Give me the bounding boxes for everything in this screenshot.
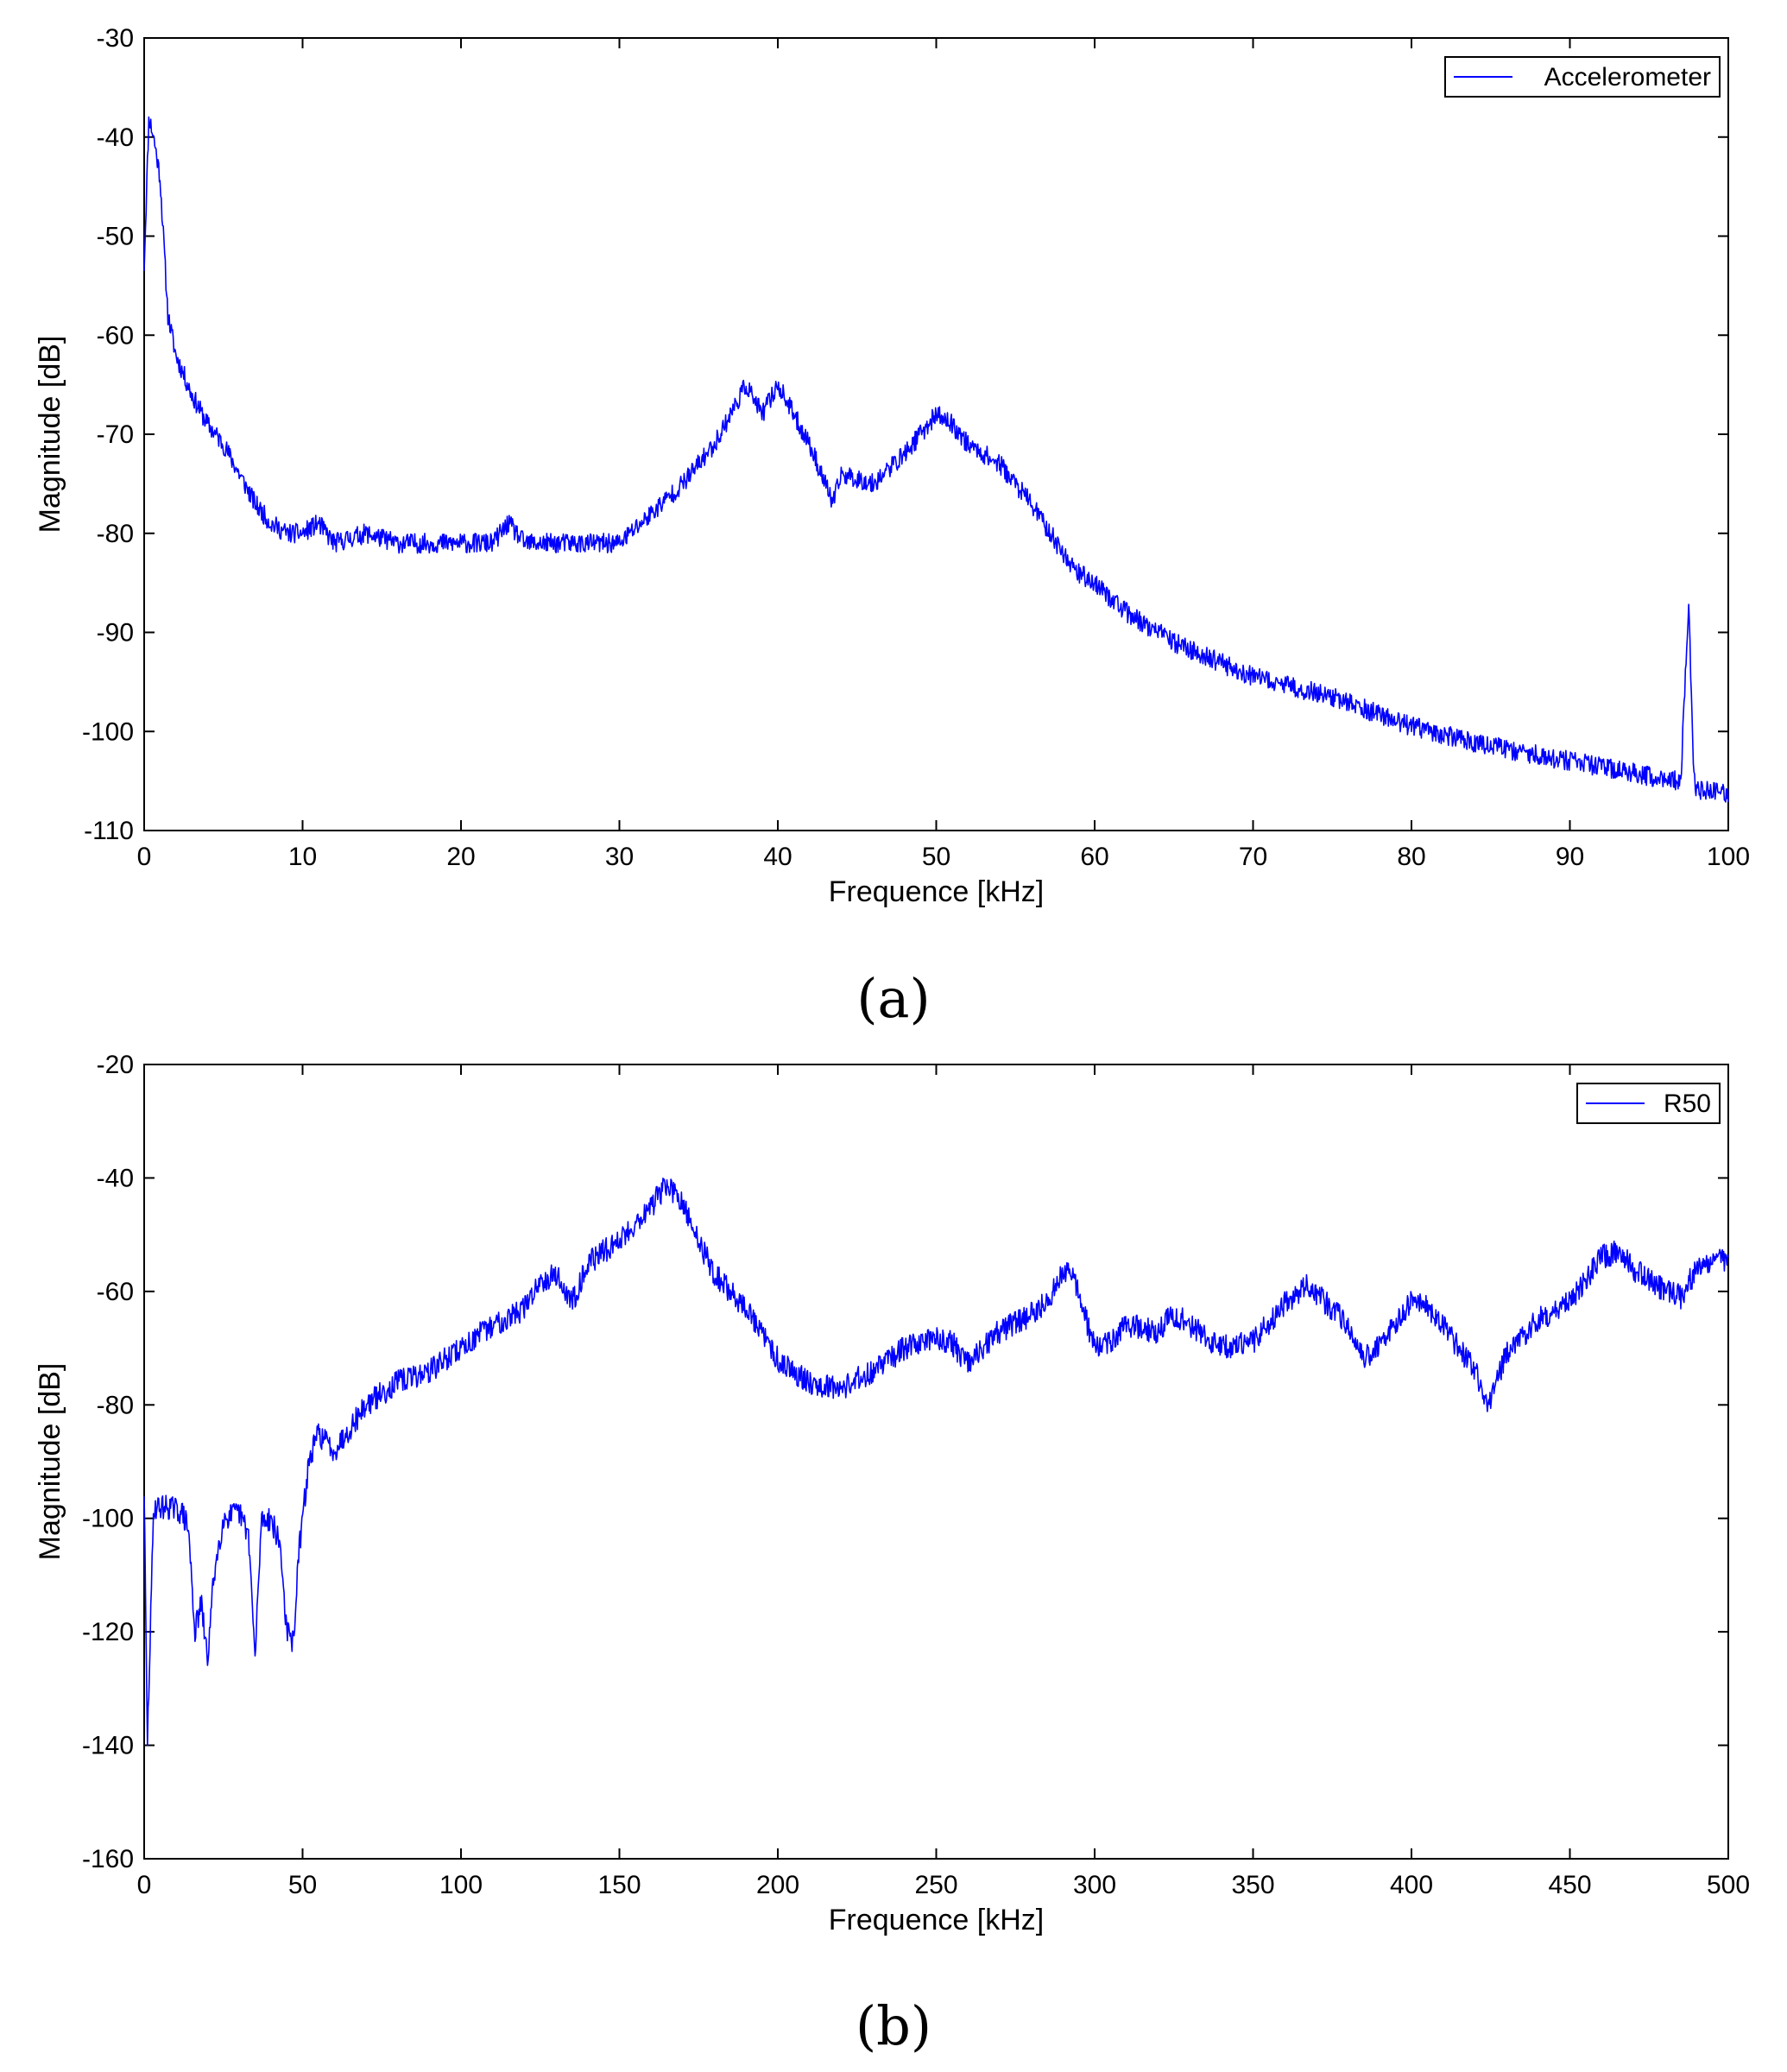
y-tick-label: -110 xyxy=(84,817,134,845)
legend: Accelerometer xyxy=(1444,56,1721,98)
y-tick-label: -20 xyxy=(97,1051,134,1079)
x-tick-label: 250 xyxy=(914,1871,957,1899)
x-tick-label: 50 xyxy=(288,1871,317,1899)
x-tick-label: 100 xyxy=(439,1871,483,1899)
y-tick-label: -30 xyxy=(97,24,134,53)
y-tick-label: -140 xyxy=(82,1732,134,1760)
panel-label-a: (a) xyxy=(856,967,931,1030)
x-tick-label: 200 xyxy=(756,1871,799,1899)
y-tick-label: -60 xyxy=(97,1278,134,1306)
y-tick-label: -50 xyxy=(97,223,134,251)
y-tick-label: -40 xyxy=(97,1164,134,1192)
x-tick-label: 30 xyxy=(605,843,634,871)
y-tick-label: -160 xyxy=(82,1845,134,1873)
series-line-r50 xyxy=(143,1177,1729,1747)
x-tick-label: 400 xyxy=(1390,1871,1433,1899)
y-tick-label: -70 xyxy=(97,420,134,449)
legend-label: Accelerometer xyxy=(1544,63,1711,92)
x-axis-label: Frequence [kHz] xyxy=(829,1904,1044,1936)
x-tick-label: 90 xyxy=(1556,843,1584,871)
y-axis-label: Magnitude [dB] xyxy=(34,1363,66,1561)
x-tick-label: 350 xyxy=(1231,1871,1274,1899)
legend-label: R50 xyxy=(1664,1090,1711,1118)
plot-area xyxy=(143,1064,1729,1860)
x-tick-label: 0 xyxy=(137,1871,152,1899)
x-tick-label: 50 xyxy=(922,843,950,871)
legend-box xyxy=(1444,56,1721,98)
x-tick-label: 40 xyxy=(763,843,792,871)
plot-area xyxy=(143,37,1729,831)
chart-b: 0 50 100 150 200 250 300 350 400 450 500 -20 -40 -60 -… xyxy=(34,1051,1750,1936)
series-line-accelerometer xyxy=(143,116,1729,803)
y-tick-label: -100 xyxy=(82,717,134,746)
x-tick-label: 60 xyxy=(1080,843,1108,871)
y-axis-label: Magnitude [dB] xyxy=(34,336,66,534)
chart-a: 0 10 20 30 40 50 60 70 80 90 100 -30 -40 -50 -60 -70 -80… xyxy=(34,24,1750,908)
x-tick-label: 80 xyxy=(1397,843,1425,871)
y-tick-label: -90 xyxy=(97,619,134,648)
x-tick-label: 100 xyxy=(1707,843,1750,871)
x-tick-label: 500 xyxy=(1707,1871,1750,1899)
x-tick-label: 20 xyxy=(446,843,475,871)
x-tick-label: 10 xyxy=(288,843,317,871)
y-tick-label: -80 xyxy=(97,1391,134,1419)
y-tick-label: -40 xyxy=(97,123,134,152)
x-tick-label: 150 xyxy=(597,1871,641,1899)
y-tick-label: -60 xyxy=(97,321,134,350)
x-tick-label: 0 xyxy=(137,843,152,871)
x-axis-label: Frequence [kHz] xyxy=(829,875,1044,908)
y-tick-label: -120 xyxy=(82,1618,134,1646)
y-tick-label: -100 xyxy=(82,1505,134,1533)
x-tick-label: 300 xyxy=(1073,1871,1116,1899)
panel-label-b: (b) xyxy=(855,1994,932,2057)
x-tick-label: 70 xyxy=(1239,843,1267,871)
x-tick-label: 450 xyxy=(1548,1871,1591,1899)
y-tick-label: -80 xyxy=(97,520,134,548)
legend: R50 xyxy=(1576,1083,1721,1124)
